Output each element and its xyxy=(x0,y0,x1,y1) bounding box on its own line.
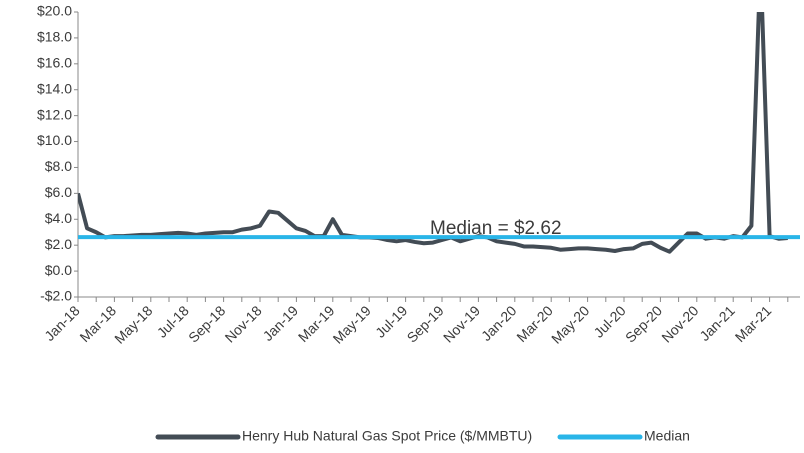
y-tick-label: $20.0 xyxy=(37,3,72,19)
x-tick-label: Jan-21 xyxy=(696,302,738,344)
x-tick-label: Mar-20 xyxy=(513,302,556,345)
y-tick-label: $8.0 xyxy=(45,158,72,174)
x-tick-label: Mar-18 xyxy=(76,302,119,345)
x-tick-label: May-18 xyxy=(111,302,155,346)
y-tick-label: $14.0 xyxy=(37,80,72,96)
y-tick-label: $0.0 xyxy=(45,262,72,278)
price-line xyxy=(78,12,788,254)
legend-label: Henry Hub Natural Gas Spot Price ($/MMBT… xyxy=(242,428,532,444)
y-tick-label: -$2.0 xyxy=(40,288,72,304)
x-tick-label: May-20 xyxy=(548,302,592,346)
x-tick-label: Jan-18 xyxy=(41,302,83,344)
x-tick-label: Jan-20 xyxy=(478,302,520,344)
annotation: Median = $2.62 xyxy=(430,218,562,239)
x-tick-label: Mar-19 xyxy=(295,302,338,345)
legend-label: Median xyxy=(644,428,690,444)
x-tick-label: Sep-19 xyxy=(403,302,446,345)
x-tick-label: Nov-19 xyxy=(440,302,483,345)
x-tick-label: Sep-20 xyxy=(622,302,665,345)
x-tick-label: Nov-20 xyxy=(658,302,701,345)
y-tick-label: $2.0 xyxy=(45,236,72,252)
y-tick-label: $18.0 xyxy=(37,29,72,45)
y-tick-label: $6.0 xyxy=(45,184,72,200)
x-tick-label: Mar-21 xyxy=(732,302,775,345)
x-tick-label: Jan-19 xyxy=(260,302,302,344)
y-tick-label: $4.0 xyxy=(45,210,72,226)
y-tick-label: $12.0 xyxy=(37,106,72,122)
y-tick-label: $16.0 xyxy=(37,55,72,71)
y-tick-label: $10.0 xyxy=(37,132,72,148)
x-tick-label: May-19 xyxy=(330,302,374,346)
x-tick-label: Sep-18 xyxy=(185,302,228,345)
x-tick-label: Nov-18 xyxy=(222,302,265,345)
